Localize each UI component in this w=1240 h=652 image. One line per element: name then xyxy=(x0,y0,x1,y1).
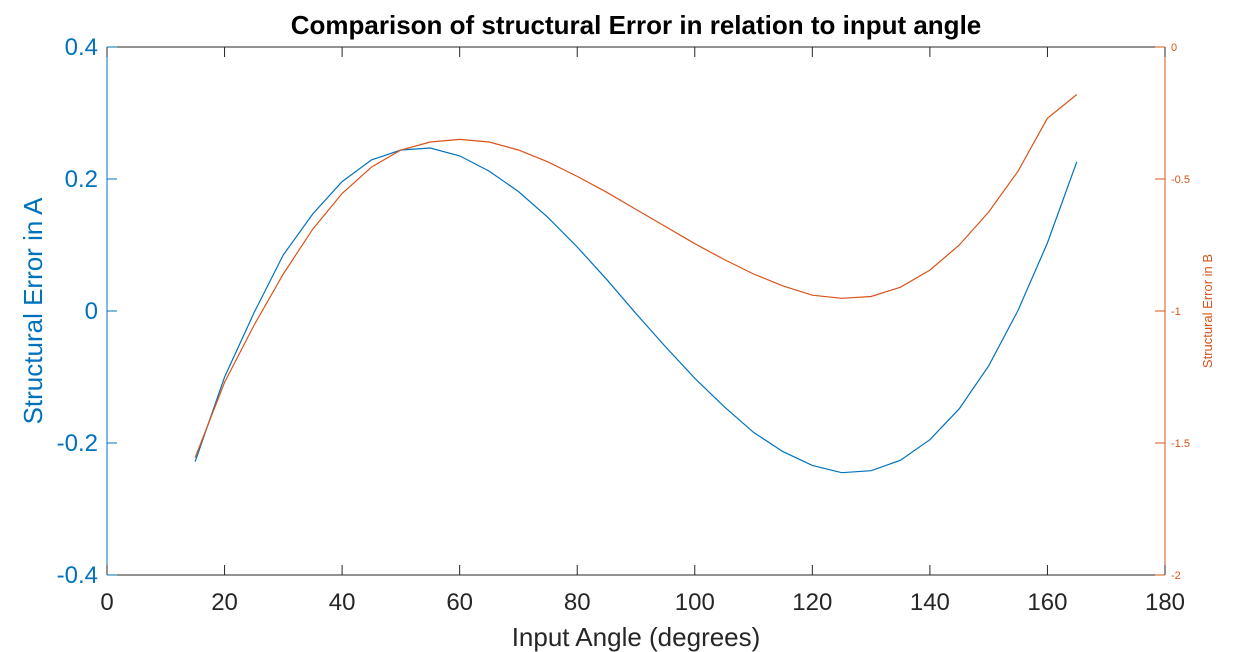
x-tick-label: 60 xyxy=(446,589,473,616)
x-tick-label: 100 xyxy=(675,589,715,616)
left-y-tick-label: -0.4 xyxy=(57,562,98,589)
left-y-axis-label: Structural Error in A xyxy=(18,197,48,425)
x-tick-label: 180 xyxy=(1145,589,1185,616)
left-y-ticks: -0.4 -0.2 0 0.2 0.4 xyxy=(57,34,117,589)
right-y-ticks: -2 -1.5 -1 -0.5 0 xyxy=(1155,42,1190,582)
x-ticks: 0 20 40 60 80 100 120 140 160 180 xyxy=(100,47,1185,616)
x-tick-label: 120 xyxy=(792,589,832,616)
right-y-axis-label: Structural Error in B xyxy=(1200,254,1215,368)
series-line-2 xyxy=(194,94,1078,458)
right-y-tick-label: -1.5 xyxy=(1171,438,1190,450)
x-tick-label: 20 xyxy=(211,589,238,616)
x-tick-label: 140 xyxy=(910,589,950,616)
left-y-tick-label: 0 xyxy=(85,298,98,325)
x-tick-label: 80 xyxy=(564,589,591,616)
left-y-tick-label: 0.4 xyxy=(65,34,98,61)
x-tick-label: 40 xyxy=(329,589,356,616)
chart-title: Comparison of structural Error in relati… xyxy=(291,10,982,40)
right-y-tick-label: -1 xyxy=(1171,306,1181,318)
left-y-tick-label: -0.2 xyxy=(57,430,98,457)
right-y-tick-label: -2 xyxy=(1171,570,1181,582)
plot-area xyxy=(107,47,1165,575)
series-layer xyxy=(194,94,1078,474)
left-y-tick-label: 0.2 xyxy=(65,166,98,193)
series-line-1 xyxy=(194,147,1078,474)
x-axis-label: Input Angle (degrees) xyxy=(512,622,761,652)
x-tick-label: 0 xyxy=(100,589,113,616)
right-y-tick-label: 0 xyxy=(1171,42,1177,54)
right-y-tick-label: -0.5 xyxy=(1171,174,1190,186)
x-tick-label: 160 xyxy=(1027,589,1067,616)
